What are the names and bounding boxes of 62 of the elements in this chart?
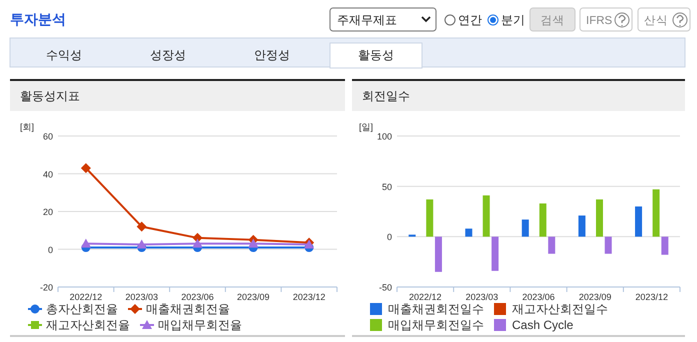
bar bbox=[465, 228, 472, 237]
x-tick-label: 2023/09 bbox=[578, 292, 612, 302]
text: 주재무제표 bbox=[337, 13, 397, 27]
legend-label: Cash Cycle bbox=[512, 318, 574, 332]
legend-label: 총자산회전율 bbox=[46, 302, 118, 316]
x-tick-label: 2023/06 bbox=[522, 292, 555, 302]
bar bbox=[596, 199, 603, 237]
chart-title: 회전일수 bbox=[362, 89, 410, 103]
y-tick-label: -20 bbox=[40, 282, 53, 292]
legend-label: 매출채권회전율 bbox=[146, 302, 230, 316]
bar bbox=[434, 236, 442, 272]
text: 연간 bbox=[458, 13, 482, 27]
bar bbox=[578, 216, 586, 237]
y-tick-label: -50 bbox=[378, 282, 392, 292]
y-tick-label: 20 bbox=[42, 207, 53, 217]
bar bbox=[482, 195, 490, 237]
x-tick-label: 2023/06 bbox=[181, 292, 214, 302]
chart-title: 활동성지표 bbox=[20, 89, 80, 103]
y-tick-label: 60 bbox=[42, 132, 53, 142]
y-tick-label: 40 bbox=[42, 169, 53, 180]
legend-label: 재고자산회전율 bbox=[46, 318, 130, 332]
point bbox=[136, 222, 147, 232]
x-tick-label: 2023/03 bbox=[125, 292, 158, 302]
bar bbox=[548, 236, 556, 254]
bar bbox=[661, 236, 668, 255]
y-axis-title: [일] bbox=[359, 122, 374, 132]
x-tick-label: 2023/09 bbox=[237, 292, 270, 302]
text: 산식 bbox=[644, 15, 668, 27]
x-tick-label: 2023/03 bbox=[466, 292, 498, 302]
legend-label: 재고자산회전일수 bbox=[512, 302, 608, 316]
x-tick-label: 2023/12 bbox=[635, 292, 668, 302]
text: 수익성 bbox=[46, 48, 82, 62]
legend-label: 매입채무회전율 bbox=[158, 318, 242, 332]
text: 분기 bbox=[501, 13, 525, 27]
x-tick-label: 2022/12 bbox=[70, 292, 102, 302]
text: 성장성 bbox=[150, 48, 186, 62]
bar bbox=[426, 199, 434, 237]
text: IFRS bbox=[586, 15, 613, 27]
point bbox=[136, 240, 147, 249]
text: 안정성 bbox=[254, 48, 290, 62]
x-tick-label: 2023/12 bbox=[292, 292, 326, 302]
text: 검색 bbox=[540, 15, 564, 27]
legend-label: 매출채권회전일수 bbox=[388, 302, 484, 316]
y-tick-label: 50 bbox=[382, 182, 392, 192]
y-tick-label: 0 bbox=[48, 244, 53, 255]
bar bbox=[635, 206, 642, 237]
y-axis-title: [회] bbox=[20, 122, 34, 132]
text: 활동성 bbox=[358, 48, 394, 62]
y-tick-label: 0 bbox=[386, 232, 392, 242]
bar bbox=[522, 220, 529, 237]
point bbox=[248, 238, 258, 248]
point bbox=[80, 238, 91, 248]
text: 투자분석 bbox=[10, 11, 66, 27]
bar bbox=[604, 236, 612, 254]
bar bbox=[652, 189, 660, 237]
bar bbox=[539, 203, 546, 237]
bar bbox=[492, 236, 499, 271]
x-tick-label: 2022/12 bbox=[409, 292, 442, 302]
legend-label: 매입채무회전일수 bbox=[388, 318, 484, 332]
point bbox=[192, 238, 202, 248]
y-tick-label: 100 bbox=[376, 132, 392, 142]
point bbox=[80, 163, 91, 174]
